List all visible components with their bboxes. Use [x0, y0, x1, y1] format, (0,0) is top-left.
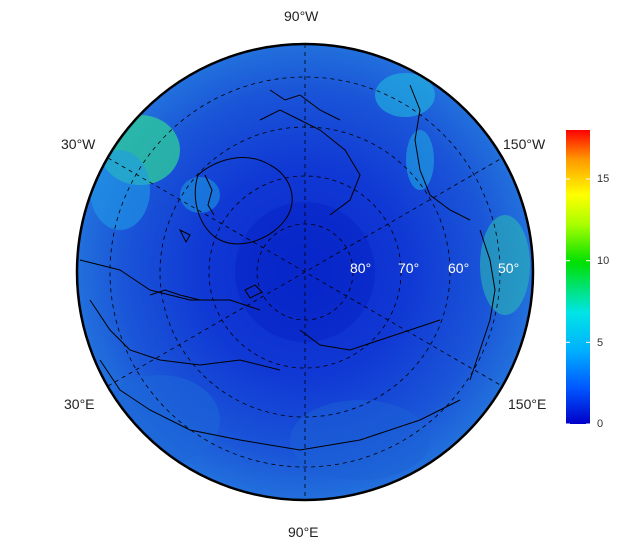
- greenland-coast: [194, 157, 293, 245]
- lon-label-lower-right: 150°E: [508, 396, 547, 412]
- colorbar-tick-label: 15: [597, 173, 610, 185]
- high-value-patch-alaska: [375, 73, 435, 117]
- canadian-archipelago-coast: [259, 109, 361, 216]
- graticule: [107, 44, 503, 500]
- meridian-30e-150w: [107, 157, 503, 387]
- colorbar-tick-marks: [566, 178, 590, 425]
- lon-label-upper-right: 150°W: [503, 136, 546, 152]
- colorbar-tick-label: 0: [597, 418, 604, 430]
- colorbar-tick-label: 10: [597, 255, 610, 267]
- high-value-patch-pacific: [480, 215, 530, 315]
- coastlines: [79, 84, 496, 451]
- europe-coast: [79, 259, 261, 311]
- lon-label-upper-left: 30°W: [61, 136, 96, 152]
- lat-label-80: 80°: [350, 260, 372, 276]
- alaska-coast: [409, 84, 471, 221]
- map-border: [75, 42, 535, 502]
- lat-label-60: 60°: [448, 260, 470, 276]
- latitude-circle-50: [109, 76, 501, 468]
- lon-label-top: 90°W: [284, 8, 319, 24]
- colorbar-tick-label: 5: [597, 337, 604, 349]
- lon-label-lower-left: 30°E: [64, 396, 95, 412]
- east-asia-coast: [469, 229, 496, 381]
- asia-north-coast: [89, 299, 281, 371]
- colorbar: [566, 130, 590, 424]
- lon-label-bottom: 90°E: [288, 524, 319, 540]
- lat-label-50: 50°: [498, 260, 520, 276]
- lat-label-70: 70°: [398, 260, 420, 276]
